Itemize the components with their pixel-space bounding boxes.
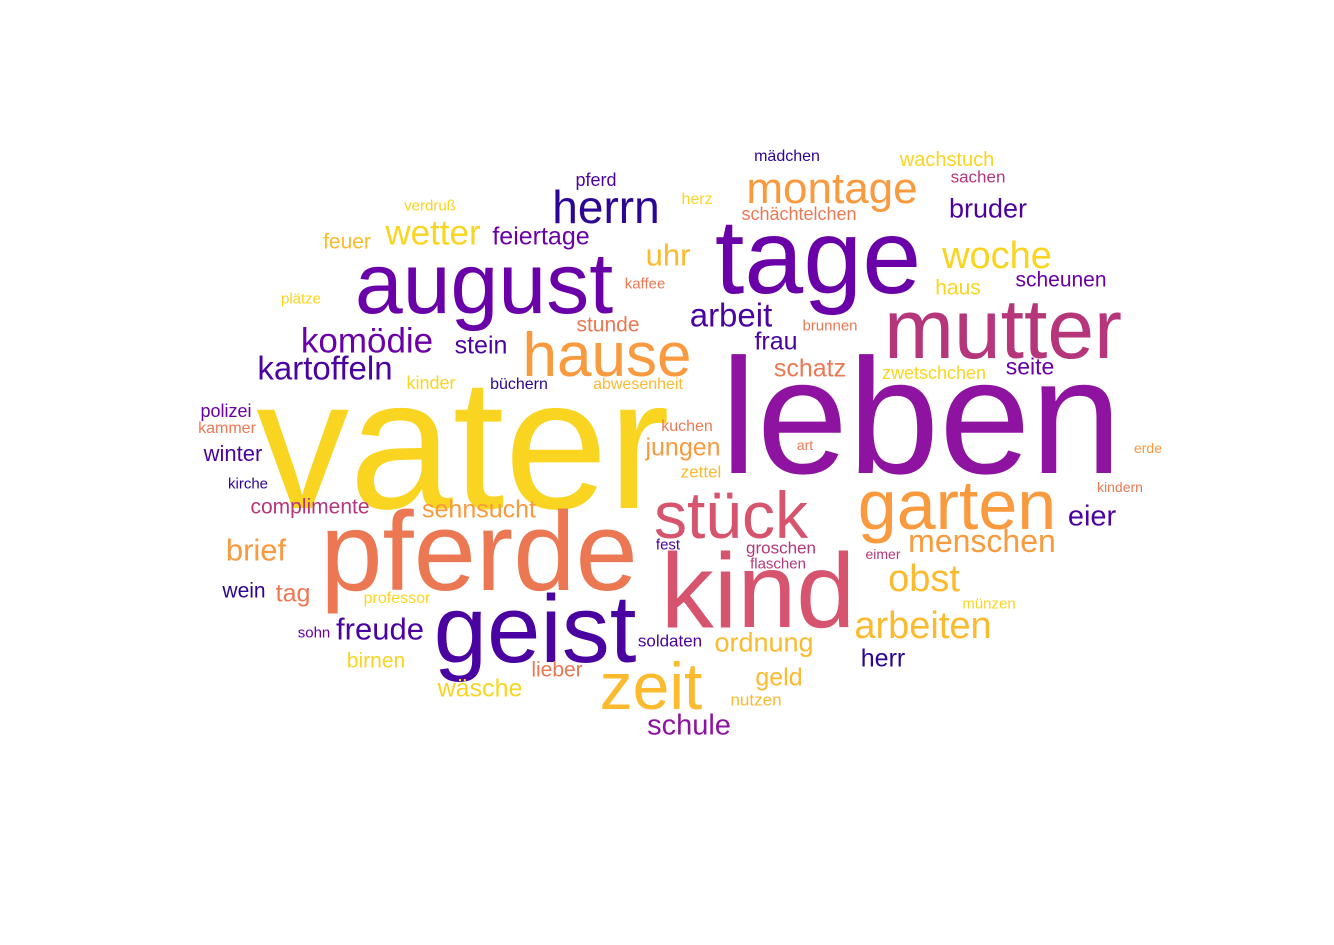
- word-mutter: mutter: [883, 282, 1123, 376]
- word-buechern: büchern: [490, 376, 548, 393]
- word-schaechtelchen: schächtelchen: [741, 204, 857, 224]
- word-hause: hause: [522, 321, 692, 390]
- word-montage: montage: [746, 164, 918, 213]
- word-professor: professor: [363, 590, 431, 607]
- word-scheunen: scheunen: [1015, 268, 1107, 292]
- word-obst: obst: [888, 558, 960, 600]
- word-kammer: kammer: [198, 420, 256, 437]
- word-lieber: lieber: [531, 658, 583, 682]
- word-pferd: pferd: [575, 170, 617, 190]
- word-leben: leben: [720, 325, 1122, 508]
- word-kaffee: kaffee: [624, 275, 666, 293]
- word-schule: schule: [647, 709, 731, 742]
- word-woche: woche: [942, 235, 1052, 277]
- word-tage: tage: [714, 198, 922, 316]
- word-flaschen: flaschen: [750, 555, 806, 573]
- word-frau: frau: [754, 327, 798, 356]
- word-erde: erde: [1133, 440, 1163, 456]
- word-wein: wein: [222, 579, 266, 603]
- word-maedchen: mädchen: [754, 148, 820, 165]
- word-feuer: feuer: [323, 230, 371, 254]
- word-winter: winter: [203, 441, 263, 466]
- word-geld: geld: [755, 663, 803, 692]
- word-zeit: zeit: [599, 649, 703, 723]
- word-wachstuch: wachstuch: [899, 149, 995, 171]
- word-nutzen: nutzen: [730, 690, 782, 710]
- word-sachen: sachen: [950, 167, 1006, 187]
- word-pferde: pferde: [320, 489, 638, 614]
- word-brief: brief: [225, 532, 287, 568]
- word-kuchen: kuchen: [661, 418, 713, 435]
- word-eimer: eimer: [865, 546, 901, 562]
- word-arbeiten: arbeiten: [854, 605, 992, 647]
- word-kind: kind: [660, 532, 856, 650]
- word-august: august: [354, 236, 614, 332]
- word-tag: tag: [275, 579, 311, 608]
- word-freude: freude: [336, 611, 424, 647]
- word-seite: seite: [1005, 353, 1055, 380]
- word-arbeit: arbeit: [689, 296, 773, 334]
- word-zettel: zettel: [680, 462, 722, 482]
- word-garten: garten: [857, 466, 1057, 544]
- word-brunnen: brunnen: [802, 317, 858, 335]
- word-art: art: [796, 437, 814, 453]
- word-herr: herr: [860, 644, 906, 673]
- word-muenzen: münzen: [962, 595, 1016, 613]
- word-herrn: herrn: [552, 181, 660, 233]
- word-stunde: stunde: [576, 313, 640, 337]
- word-schatz: schatz: [773, 354, 847, 383]
- word-bruder: bruder: [948, 193, 1028, 224]
- word-stein: stein: [454, 331, 508, 360]
- word-abwesenheit: abwesenheit: [593, 376, 683, 393]
- word-komoedie: komödie: [300, 321, 434, 361]
- word-wetter: wetter: [385, 213, 481, 253]
- word-kartoffeln: kartoffeln: [257, 349, 393, 387]
- word-polizei: polizei: [200, 401, 252, 421]
- word-eier: eier: [1067, 500, 1117, 533]
- word-verdruss: verdruß: [404, 197, 456, 215]
- word-haus: haus: [935, 276, 981, 300]
- word-sohn: sohn: [297, 624, 331, 642]
- word-complimente: complimente: [250, 495, 370, 519]
- word-geist: geist: [433, 576, 637, 683]
- word-vater: vater: [256, 341, 670, 548]
- word-kindern: kindern: [1097, 479, 1143, 495]
- word-jungen: jungen: [645, 433, 721, 462]
- word-fest: fest: [655, 536, 681, 554]
- word-uhr: uhr: [645, 237, 691, 273]
- word-stueck: stück: [653, 478, 809, 552]
- word-birnen: birnen: [346, 649, 406, 673]
- word-feiertage: feiertage: [492, 222, 590, 251]
- word-plaetze: plätze: [280, 290, 322, 308]
- word-kinder: kinder: [406, 373, 456, 393]
- word-zwetschchen: zwetschchen: [881, 363, 987, 383]
- word-sehnsucht: sehnsucht: [422, 495, 536, 524]
- word-ordnung: ordnung: [714, 627, 814, 658]
- word-soldaten: soldaten: [637, 631, 703, 651]
- word-waesche: wäsche: [437, 674, 523, 703]
- word-menschen: menschen: [908, 523, 1056, 559]
- word-groschen: groschen: [746, 538, 816, 558]
- word-kirche: kirche: [227, 475, 269, 493]
- word-herz: herz: [681, 191, 713, 208]
